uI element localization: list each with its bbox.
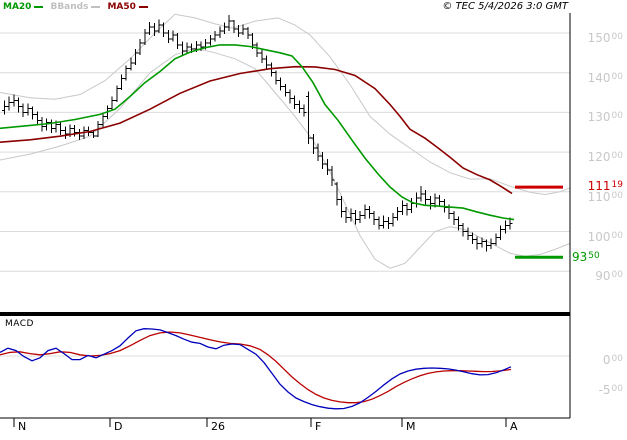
macd-signal-line — [0, 331, 512, 404]
macd-panel-label: MACD — [5, 319, 34, 329]
ma20-line — [0, 44, 515, 221]
x-axis-label-a: A — [510, 420, 518, 433]
macd-axis-label: -500 — [598, 383, 623, 397]
legend-label-bbands: BBands — [50, 2, 89, 12]
copyright-text: © TEC 5/4/2026 3:0 GMT — [442, 1, 568, 12]
price-axis-label: 10000 — [587, 229, 623, 244]
legend-item-ma20[interactable]: MA20 — [3, 2, 44, 12]
price-axis-label: 9000 — [595, 269, 623, 284]
x-axis-label-d: D — [114, 420, 123, 433]
indicator-legend: MA20 BBands MA50 — [3, 2, 148, 12]
macd-line — [0, 328, 512, 410]
x-axis-label-f: F — [315, 420, 322, 433]
x-axis-label-n: N — [18, 420, 27, 433]
legend-dash-bbands — [91, 6, 101, 8]
price-axis-label: 14000 — [587, 70, 623, 85]
resistance-level-label: 11119 — [587, 179, 623, 194]
x-axis-label-m: M — [406, 420, 416, 433]
bollinger-lower-band-line — [0, 47, 571, 269]
ohlc-bars — [2, 15, 513, 252]
legend-label-ma20: MA20 — [3, 2, 32, 12]
macd-axis-label: 000 — [602, 353, 623, 367]
legend-item-ma50[interactable]: MA50 — [107, 2, 148, 12]
ma50-line — [0, 65, 513, 195]
price-axis-label: 12000 — [587, 150, 623, 165]
price-axis-label: 13000 — [587, 110, 623, 125]
legend-dash-ma20 — [34, 6, 44, 8]
legend-item-bbands[interactable]: BBands — [50, 2, 101, 12]
bollinger-upper-band-line — [0, 13, 571, 196]
support-level-label: 9350 — [572, 250, 600, 265]
price-axis-label: 15000 — [587, 31, 623, 45]
x-axis-label-26: 26 — [211, 420, 225, 433]
legend-label-ma50: MA50 — [107, 2, 136, 12]
legend-dash-ma50 — [138, 6, 148, 8]
price-axis-label: 11000 — [587, 189, 623, 204]
panel-separator — [0, 312, 570, 316]
